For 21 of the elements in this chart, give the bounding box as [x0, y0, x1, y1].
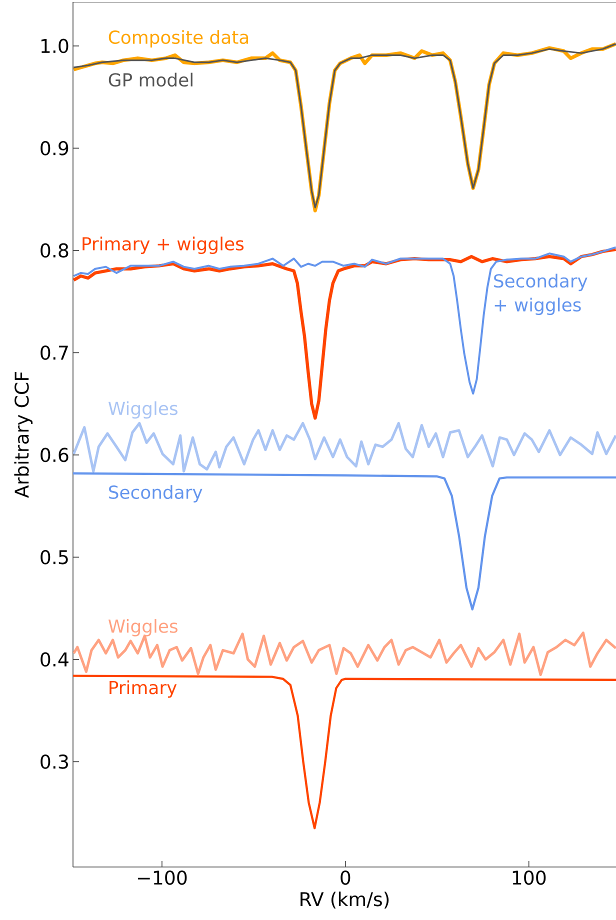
y-tick-label: 0.5: [40, 550, 68, 564]
series-label: Secondary + wiggles: [494, 274, 588, 316]
y-tick-label: 0.6: [40, 448, 68, 462]
y-tick-label: 0.3: [40, 754, 68, 769]
series-label: Wiggles: [108, 401, 178, 419]
x-axis-title: RV (km/s): [300, 892, 389, 909]
x-tick-label: 100: [512, 870, 546, 885]
y-tick-label: 0.4: [40, 652, 68, 667]
series-label: Primary: [110, 680, 177, 698]
series-label: Composite data: [108, 30, 248, 48]
x-tick-label: −100: [138, 870, 187, 885]
series-label: GP model: [108, 72, 192, 87]
y-tick-label: 0.8: [40, 243, 68, 258]
y-axis-title: Arbitrary CCF: [14, 372, 33, 498]
series-label: Secondary: [109, 485, 202, 502]
series-label: Primary + wiggles: [82, 236, 244, 254]
y-tick-label: 0.9: [40, 141, 68, 156]
y-tick-label: 1.0: [41, 38, 68, 54]
series-label: Wiggles: [108, 619, 178, 636]
x-tick-label: 0: [340, 870, 350, 885]
y-tick-label: 0.7: [40, 346, 68, 360]
